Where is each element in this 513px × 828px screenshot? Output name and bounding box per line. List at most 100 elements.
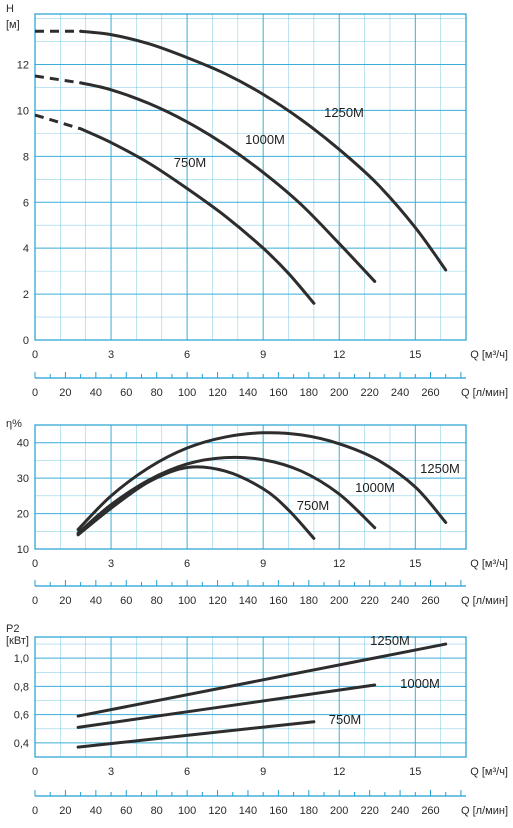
series-line-1000M <box>76 683 377 729</box>
secondary-x-tick-label: 100 <box>178 595 196 607</box>
secondary-x-tick-label: 120 <box>208 805 226 817</box>
x-tick-label: 9 <box>260 766 266 778</box>
secondary-x-tick-label: 160 <box>269 805 287 817</box>
secondary-x-tick-label: 260 <box>421 595 439 607</box>
series-label-1000M: 1000M <box>400 676 440 691</box>
secondary-x-tick-label: 180 <box>300 805 318 817</box>
secondary-x-tick-label: 60 <box>120 387 132 399</box>
x-tick-label: 9 <box>260 558 266 570</box>
secondary-x-tick-label: 260 <box>421 387 439 399</box>
secondary-x-tick-label: 20 <box>59 595 71 607</box>
plot-frame <box>34 636 467 758</box>
y-axis-label: η% <box>6 418 22 430</box>
secondary-x-tick-label: 200 <box>330 805 348 817</box>
x-tick-label: 15 <box>409 766 421 778</box>
secondary-x-tick-label: 220 <box>360 387 378 399</box>
y-tick-label: 0,8 <box>14 681 29 693</box>
series-label-1000M: 1000M <box>245 132 285 147</box>
series-line-1250M <box>76 642 448 718</box>
x-tick-label: 0 <box>32 766 38 778</box>
efficiency-chart: 10 20 30 40 η% 0 3 6 9 12 15 Q [м³/ч] 0 20 40 60 80 100 12… <box>6 418 508 607</box>
secondary-x-tick-label: 60 <box>120 595 132 607</box>
secondary-x-tick-label: 40 <box>90 805 102 817</box>
y-tick-label: 6 <box>23 197 29 209</box>
secondary-x-tick-label: 80 <box>151 387 163 399</box>
series-line-750M <box>76 720 316 749</box>
secondary-x-tick-label: 120 <box>208 595 226 607</box>
secondary-x-axis-label: Q [л/мин] <box>461 805 508 817</box>
series-dashed-1000M <box>34 74 81 85</box>
series-label-1250M: 1250M <box>370 633 410 648</box>
y-axis-label: H <box>6 3 14 15</box>
x-tick-label: 12 <box>333 349 345 361</box>
series-line-1250M <box>79 29 448 272</box>
secondary-x-axis-label: Q [л/мин] <box>461 387 508 399</box>
head-chart: 0 2 4 6 8 10 12 H [м] 0 3 6 9 12 15 Q [м³/ч] 0 20 40 60 80 10… <box>6 3 508 399</box>
secondary-x-tick-label: 100 <box>178 387 196 399</box>
secondary-x-tick-label: 40 <box>90 595 102 607</box>
secondary-x-tick-label: 220 <box>360 805 378 817</box>
series-line-1000M <box>76 455 377 535</box>
series-label-1000M: 1000M <box>355 480 395 495</box>
secondary-x-tick-label: 180 <box>300 595 318 607</box>
secondary-x-tick-label: 240 <box>391 387 409 399</box>
secondary-x-tick-label: 200 <box>330 595 348 607</box>
secondary-x-tick-label: 140 <box>239 595 257 607</box>
y-tick-label: 2 <box>23 289 29 301</box>
secondary-x-tick-label: 120 <box>208 387 226 399</box>
secondary-x-tick-label: 20 <box>59 805 71 817</box>
y-tick-label: 4 <box>23 243 29 255</box>
x-axis-label: Q [м³/ч] <box>470 558 508 570</box>
series-line-750M <box>79 127 316 305</box>
secondary-x-tick-label: 220 <box>360 595 378 607</box>
secondary-x-tick-label: 260 <box>421 805 439 817</box>
secondary-x-tick-label: 80 <box>151 805 163 817</box>
series-label-750M: 750M <box>297 498 330 513</box>
secondary-x-tick-label: 0 <box>32 387 38 399</box>
y-tick-label: 12 <box>17 60 29 72</box>
y-tick-label: 0,6 <box>14 710 29 722</box>
y-tick-label: 30 <box>17 473 29 485</box>
y-tick-label: 10 <box>17 544 29 556</box>
power-chart: 0,4 0,6 0,8 1,0 P2[кВт] 0 3 6 9 12 15 Q [м³/ч] 0 20 40… <box>6 623 508 817</box>
x-axis-label: Q [м³/ч] <box>470 349 508 361</box>
y-axis-label: P2 <box>6 623 19 635</box>
y-tick-label: 0,4 <box>14 738 29 750</box>
secondary-x-tick-label: 160 <box>269 595 287 607</box>
series-label-1250M: 1250M <box>324 105 364 120</box>
secondary-x-axis-label: Q [л/мин] <box>461 595 508 607</box>
series-line-1000M <box>79 81 377 283</box>
y-tick-label: 40 <box>17 438 29 450</box>
x-axis-label: Q [м³/ч] <box>470 766 508 778</box>
series-line-750M <box>76 465 316 540</box>
x-tick-label: 15 <box>409 349 421 361</box>
x-tick-label: 3 <box>108 558 114 570</box>
x-tick-label: 6 <box>184 766 190 778</box>
secondary-x-tick-label: 0 <box>32 595 38 607</box>
y-tick-label: 8 <box>23 151 29 163</box>
y-axis-unit: [м] <box>6 19 20 31</box>
x-tick-label: 6 <box>184 349 190 361</box>
x-tick-label: 9 <box>260 349 266 361</box>
secondary-x-tick-label: 140 <box>239 805 257 817</box>
secondary-x-tick-label: 60 <box>120 805 132 817</box>
secondary-x-tick-label: 100 <box>178 805 196 817</box>
y-tick-label: 1,0 <box>14 653 29 665</box>
series-label-1250M: 1250M <box>420 461 460 476</box>
secondary-x-tick-label: 200 <box>330 387 348 399</box>
secondary-x-tick-label: 80 <box>151 595 163 607</box>
secondary-x-tick-label: 0 <box>32 805 38 817</box>
x-tick-label: 3 <box>108 766 114 778</box>
plot-frame <box>34 424 467 550</box>
secondary-x-tick-label: 20 <box>59 387 71 399</box>
y-tick-label: 0 <box>23 335 29 347</box>
y-tick-label: 20 <box>17 509 29 521</box>
x-tick-label: 12 <box>333 766 345 778</box>
series-label-750M: 750M <box>329 712 362 727</box>
x-tick-label: 6 <box>184 558 190 570</box>
x-tick-label: 0 <box>32 349 38 361</box>
y-axis-unit: [кВт] <box>6 635 29 647</box>
plot-frame <box>34 13 467 341</box>
x-tick-label: 0 <box>32 558 38 570</box>
